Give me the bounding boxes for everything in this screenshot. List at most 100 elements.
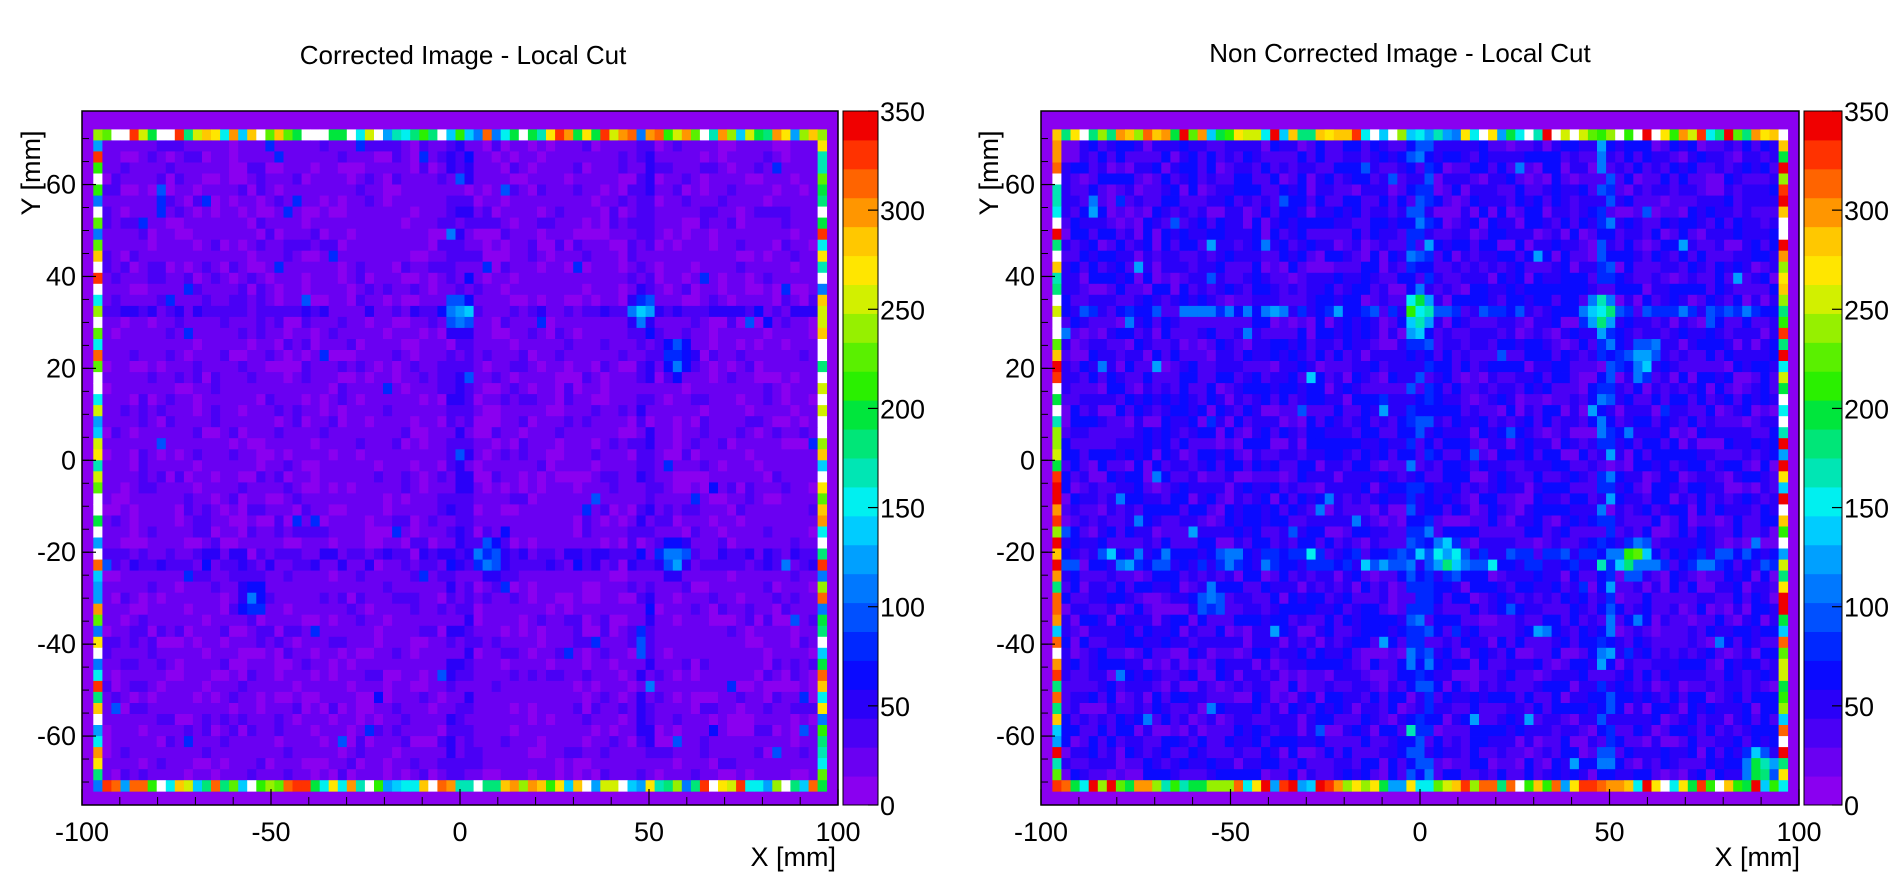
heatmap-cell [509, 736, 520, 748]
heatmap-cell [772, 405, 782, 417]
heatmap-cell [609, 217, 619, 230]
heatmap-cell [446, 316, 456, 329]
heatmap-cell [265, 658, 275, 671]
heatmap-cell [745, 680, 755, 693]
heatmap-cell [274, 758, 284, 770]
heatmap-cell [546, 261, 556, 274]
heatmap-cell [555, 316, 565, 329]
heatmap-cell [220, 405, 230, 417]
heatmap-cell [102, 636, 112, 649]
colorbar-segment [843, 515, 878, 546]
heatmap-cell [817, 217, 828, 230]
heatmap-cell [229, 647, 239, 660]
heatmap-cell [790, 339, 800, 351]
heatmap-cell [455, 482, 465, 494]
heatmap-cell [410, 669, 420, 682]
heatmap-cell [564, 526, 574, 538]
heatmap-cell [527, 758, 538, 770]
heatmap-cell [518, 217, 529, 230]
heatmap-cell [491, 703, 502, 715]
heatmap-cell [310, 714, 321, 726]
heatmap-cell [183, 405, 194, 417]
heatmap-cell [464, 239, 474, 252]
heatmap-cell [428, 184, 438, 196]
heatmap-cell [509, 129, 520, 141]
heatmap-cell [455, 261, 465, 274]
heatmap-cell [174, 703, 185, 715]
heatmap-cell [156, 603, 167, 616]
heatmap-cell [500, 250, 511, 263]
heatmap-cell [582, 636, 592, 649]
heatmap-cell [319, 647, 330, 660]
heatmap-cell [419, 769, 429, 781]
heatmap-cell [310, 559, 321, 572]
heatmap-cell [111, 151, 121, 163]
heatmap-cell [799, 725, 809, 737]
heatmap-cell [265, 780, 275, 792]
heatmap-cell [699, 361, 710, 373]
heatmap-cell [718, 647, 728, 660]
heatmap-cell [93, 272, 103, 285]
heatmap-cell [500, 217, 511, 230]
heatmap-cell [247, 647, 257, 660]
heatmap-cell [573, 206, 583, 219]
heatmap-cell [437, 250, 447, 263]
heatmap-cell [120, 647, 130, 660]
heatmap-cell [754, 780, 764, 792]
heatmap-cell [374, 129, 384, 141]
heatmap-cell [238, 636, 248, 649]
heatmap-cell [591, 636, 601, 649]
heatmap-cell [337, 482, 348, 494]
heatmap-cell [238, 239, 248, 252]
heatmap-cell [292, 647, 302, 660]
heatmap-cell [93, 714, 103, 726]
heatmap-cell [247, 416, 257, 428]
heatmap-cell [527, 769, 538, 781]
heatmap-cell [672, 614, 683, 627]
heatmap-cell [428, 140, 438, 152]
heatmap-cell [609, 449, 619, 461]
heatmap-cell [437, 493, 447, 505]
heatmap-cell [419, 394, 429, 406]
heatmap-cell [111, 747, 121, 759]
heatmap-cell [473, 636, 484, 649]
heatmap-cell [645, 758, 656, 770]
heatmap-cell [781, 493, 791, 505]
heatmap-cell [364, 239, 375, 252]
heatmap-cell [718, 603, 728, 616]
heatmap-cell [754, 339, 764, 351]
heatmap-cell [446, 537, 456, 549]
heatmap-cell [609, 372, 619, 384]
heatmap-cell [93, 493, 103, 505]
heatmap-cell [283, 769, 293, 781]
heatmap-cell [111, 372, 121, 384]
heatmap-cell [129, 658, 140, 671]
heatmap-cell [591, 350, 601, 362]
heatmap-cell [292, 537, 302, 549]
heatmap-cell [211, 294, 221, 307]
heatmap-cell [102, 592, 112, 605]
heatmap-cell [690, 592, 701, 605]
heatmap-cell [690, 294, 701, 307]
heatmap-cell [527, 482, 538, 494]
heatmap-cell [537, 217, 547, 230]
heatmap-cell [428, 680, 438, 693]
heatmap-cell [491, 361, 502, 373]
heatmap-cell [346, 305, 357, 318]
heatmap-cell [754, 217, 764, 230]
heatmap-cell [102, 239, 112, 252]
heatmap-cell [591, 383, 601, 395]
heatmap-cell [419, 758, 429, 770]
x-tick-label: -100 [55, 817, 109, 847]
heatmap-cell [736, 305, 746, 318]
heatmap-cell [754, 427, 764, 439]
heatmap-cell [310, 217, 321, 230]
heatmap-cell [265, 427, 275, 439]
heatmap-cell [446, 504, 456, 516]
heatmap-cell [636, 537, 646, 549]
heatmap-cell [763, 559, 773, 572]
heatmap-cell [192, 625, 203, 638]
heatmap-cell [464, 625, 474, 638]
heatmap-cell [165, 339, 176, 351]
heatmap-cell [156, 780, 167, 792]
